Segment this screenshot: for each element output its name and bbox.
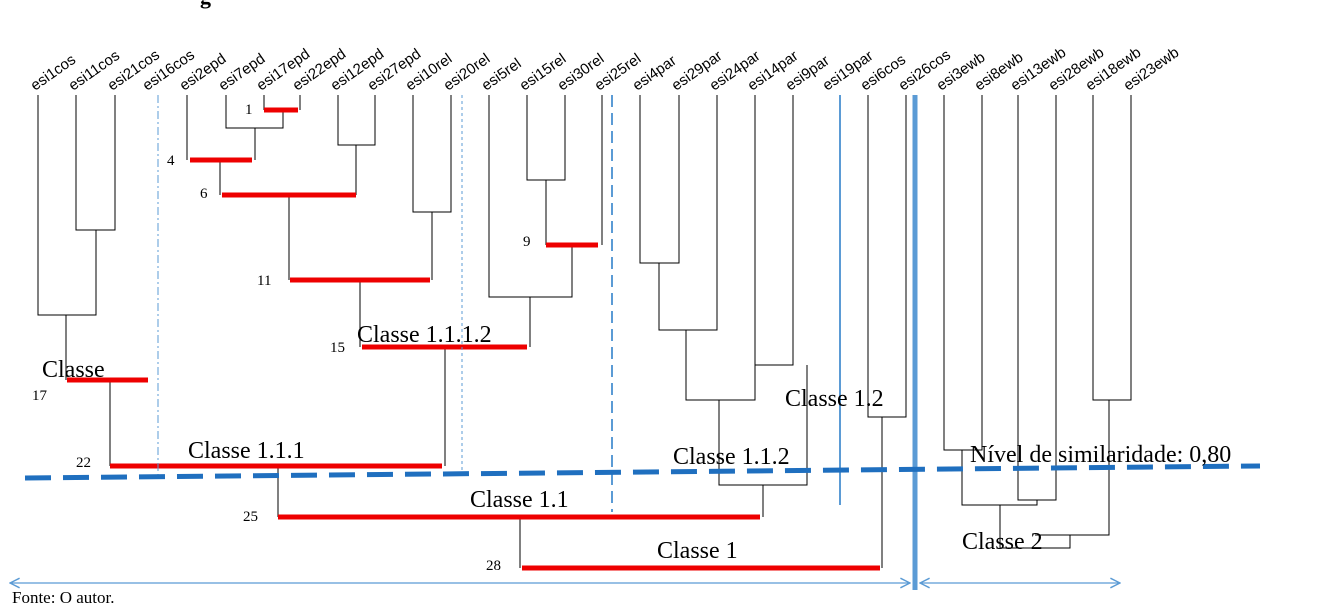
- merge-number: 25: [243, 509, 258, 525]
- source-caption: Fonte: O autor.: [12, 588, 114, 607]
- dendrogram-link: [755, 95, 793, 365]
- leaf-labels: esi1cosesi11cosesi21cosesi16cosesi2epdes…: [28, 44, 1183, 94]
- dendrogram-link: [659, 95, 717, 330]
- class-label: Classe 1.2: [785, 386, 884, 412]
- dendrogram-link: [38, 95, 96, 315]
- dendrogram-link: [76, 95, 115, 230]
- dendrogram-link: [640, 95, 679, 263]
- merge-number: 15: [330, 340, 345, 356]
- class-label: Classe: [42, 357, 105, 383]
- class-label: Classe 1.1.1.2: [357, 322, 492, 348]
- merge-number: 22: [76, 455, 91, 471]
- merge-number: 17: [32, 388, 48, 404]
- dendrogram-link: [338, 95, 375, 145]
- dendrogram-link: [868, 95, 906, 417]
- merge-number: 6: [200, 186, 208, 202]
- dendrogram-link: [1018, 95, 1056, 500]
- merge-number: 4: [167, 153, 175, 169]
- dendrogram-link: [489, 95, 572, 297]
- class-label: Classe 1.1.1: [188, 438, 305, 464]
- merge-number: 11: [257, 273, 271, 289]
- class-label: Classe 2: [962, 529, 1043, 555]
- dendrogram-link: [1093, 95, 1131, 400]
- dendrogram-link: [944, 95, 982, 450]
- dendrogram-link: [527, 95, 565, 180]
- dendrogram-link: [686, 95, 755, 400]
- dendrogram-links: [38, 95, 1131, 568]
- merge-number: 28: [486, 558, 501, 574]
- similarity-label: Nível de similaridade: 0,80: [970, 442, 1231, 468]
- class-label: Classe 1: [657, 538, 738, 564]
- class-label: Classe 1.1: [470, 487, 569, 513]
- class-label: Classe 1.1.2: [673, 444, 790, 470]
- merge-number: 1: [245, 102, 253, 118]
- dendrogram-link: [413, 95, 451, 212]
- merge-number: 9: [523, 234, 531, 250]
